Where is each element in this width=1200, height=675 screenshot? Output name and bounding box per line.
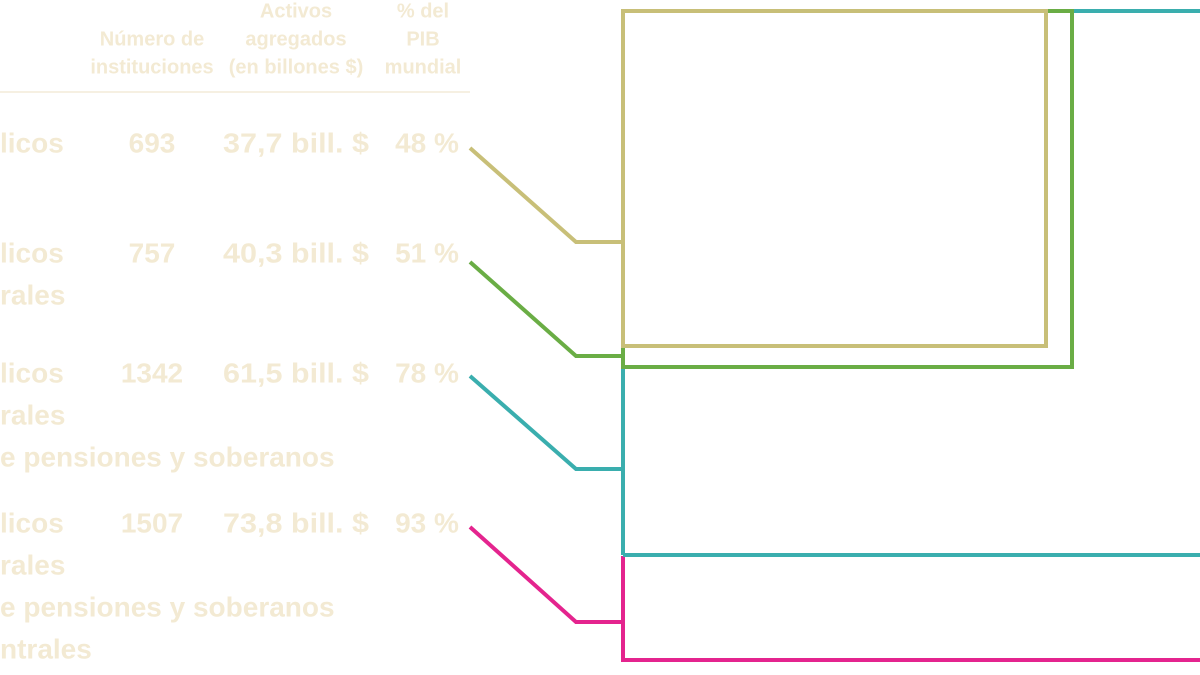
cell: 1507 [121, 507, 183, 538]
connector [468, 146, 623, 244]
connector [468, 374, 623, 471]
connector [468, 525, 1200, 662]
column-header: Activos [260, 0, 332, 22]
cell: 78 % [395, 357, 459, 388]
cell: 48 % [395, 127, 459, 158]
connector [468, 260, 623, 358]
bracket [621, 9, 1200, 557]
column-header: Número de [100, 28, 204, 50]
bracket [621, 9, 1048, 348]
row-label: licos [0, 127, 64, 158]
bracket [621, 9, 1074, 369]
cell: 40,3 bill. $ [223, 237, 369, 268]
row-label: licos [0, 357, 64, 388]
row-label: rales [0, 279, 65, 310]
row-label: licos [0, 507, 64, 538]
row-label: ntrales [0, 633, 92, 664]
row-label: licos [0, 237, 64, 268]
cell: 73,8 bill. $ [223, 507, 369, 538]
cell: 1342 [121, 357, 183, 388]
row-label: e pensiones y soberanos [0, 441, 335, 472]
table: Número de instituciones Activos agregados (e… [0, 0, 461, 664]
cell: 37,7 bill. $ [223, 127, 369, 158]
column-header: PIB [406, 28, 439, 50]
brackets [468, 9, 1200, 662]
column-header: agregados [245, 28, 346, 50]
column-header: % del [397, 0, 449, 22]
cell: 51 % [395, 237, 459, 268]
row-label: e pensiones y soberanos [0, 591, 335, 622]
cell: 61,5 bill. $ [223, 357, 369, 388]
column-header: mundial [385, 56, 462, 78]
cell: 93 % [395, 507, 459, 538]
row-label: rales [0, 549, 65, 580]
row-label: rales [0, 399, 65, 430]
column-header: (en billones $) [229, 56, 363, 78]
cell: 757 [129, 237, 176, 268]
column-header: instituciones [90, 56, 213, 78]
cell: 693 [129, 127, 176, 158]
